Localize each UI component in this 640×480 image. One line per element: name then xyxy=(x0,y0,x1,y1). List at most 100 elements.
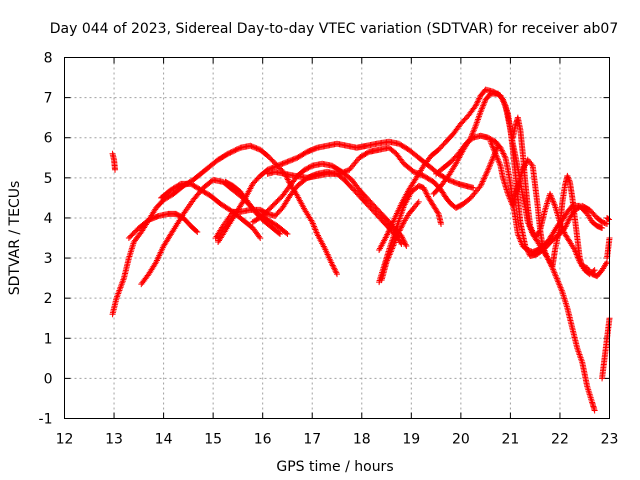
data-point xyxy=(399,221,406,228)
data-point xyxy=(383,232,390,239)
data-point xyxy=(400,220,407,227)
x-tick-label: 20 xyxy=(452,432,470,448)
x-tick-label: 12 xyxy=(56,432,74,448)
data-point xyxy=(332,268,339,275)
y-tick-label: 1 xyxy=(44,331,53,347)
chart-title: Day 044 of 2023, Sidereal Day-to-day VTE… xyxy=(50,21,619,37)
data-point xyxy=(329,262,336,269)
data-point xyxy=(605,215,612,222)
data-point xyxy=(112,166,119,173)
y-tick-label: 7 xyxy=(44,91,53,107)
x-tick-label: 14 xyxy=(155,432,173,448)
x-tick-label: 13 xyxy=(105,432,123,448)
data-point xyxy=(590,268,597,275)
series-s17 xyxy=(509,114,598,278)
data-point xyxy=(470,184,477,191)
data-point xyxy=(398,224,405,231)
data-point xyxy=(386,225,393,232)
data-point xyxy=(438,220,445,227)
x-tick-label: 17 xyxy=(303,432,321,448)
data-point xyxy=(501,151,508,158)
data-point xyxy=(390,218,397,225)
data-point xyxy=(402,241,409,248)
data-point xyxy=(385,228,392,235)
data-point xyxy=(389,219,396,226)
x-tick-label: 21 xyxy=(501,432,519,448)
data-point xyxy=(565,217,572,224)
data-point xyxy=(386,227,393,234)
data-point xyxy=(384,230,391,237)
series-s19 xyxy=(604,235,613,262)
data-point xyxy=(477,182,484,189)
x-tick-labels: 12 13 14 15 16 17 18 19 20 21 22 23 xyxy=(56,432,619,448)
data-point xyxy=(481,175,488,182)
data-point xyxy=(591,267,598,274)
data-point xyxy=(484,168,491,175)
data-point xyxy=(334,271,340,278)
data-point xyxy=(400,237,407,244)
x-tick-label: 15 xyxy=(204,432,222,448)
y-tick-label: 3 xyxy=(44,251,53,267)
y-tick-labels: -1 0 1 2 3 4 5 6 7 8 xyxy=(39,51,53,428)
series-s09 xyxy=(222,178,284,237)
data-point xyxy=(499,149,506,156)
data-point xyxy=(591,407,598,414)
series-s01 xyxy=(109,150,119,173)
y-tick-label: 8 xyxy=(44,51,53,67)
data-point xyxy=(472,102,479,109)
data-point xyxy=(483,171,490,178)
data-point xyxy=(422,187,429,194)
data-point xyxy=(474,99,481,106)
data-point xyxy=(420,184,427,191)
data-point xyxy=(536,228,543,235)
x-tick-label: 22 xyxy=(551,432,569,448)
data-point xyxy=(483,169,490,176)
data-point xyxy=(498,147,505,154)
data-point xyxy=(500,150,507,157)
data-point xyxy=(498,146,505,153)
x-tick-label: 19 xyxy=(402,432,420,448)
data-point xyxy=(478,181,485,188)
series-s04 xyxy=(125,210,201,241)
data-point xyxy=(396,227,403,234)
data-point xyxy=(257,235,264,241)
data-point xyxy=(415,198,422,205)
data-point xyxy=(395,228,402,235)
data-point xyxy=(398,223,405,230)
data-point xyxy=(387,224,394,231)
data-point xyxy=(602,220,609,227)
data-point xyxy=(384,231,391,238)
data-point xyxy=(434,209,441,216)
x-axis-label: GPS time / hours xyxy=(276,459,393,475)
series-s18 xyxy=(599,315,613,382)
x-tick-label: 16 xyxy=(254,432,272,448)
data-point xyxy=(482,172,489,179)
data-point xyxy=(424,192,431,199)
data-point xyxy=(475,96,482,103)
data-point xyxy=(564,220,571,227)
data-point xyxy=(330,263,337,270)
data-point xyxy=(401,240,408,247)
data-point xyxy=(333,269,340,276)
data-point xyxy=(398,232,405,239)
data-point xyxy=(479,178,486,185)
data-point xyxy=(422,189,429,196)
series-s12 xyxy=(378,198,422,284)
x-tick-label: 18 xyxy=(353,432,371,448)
data-point xyxy=(285,177,292,184)
data-point xyxy=(423,190,430,197)
data-point xyxy=(283,229,290,236)
data-point xyxy=(480,177,487,184)
axis-ticks xyxy=(64,57,610,419)
plot-frame xyxy=(64,57,610,419)
data-point xyxy=(194,228,201,235)
y-tick-label: 4 xyxy=(44,211,53,227)
grid xyxy=(64,57,610,419)
data-point xyxy=(401,238,408,245)
data-point xyxy=(399,235,406,242)
series-s08 xyxy=(249,160,410,250)
data-point xyxy=(222,178,229,185)
data-point xyxy=(473,101,480,108)
data-point xyxy=(563,222,570,229)
data-point xyxy=(193,227,200,234)
